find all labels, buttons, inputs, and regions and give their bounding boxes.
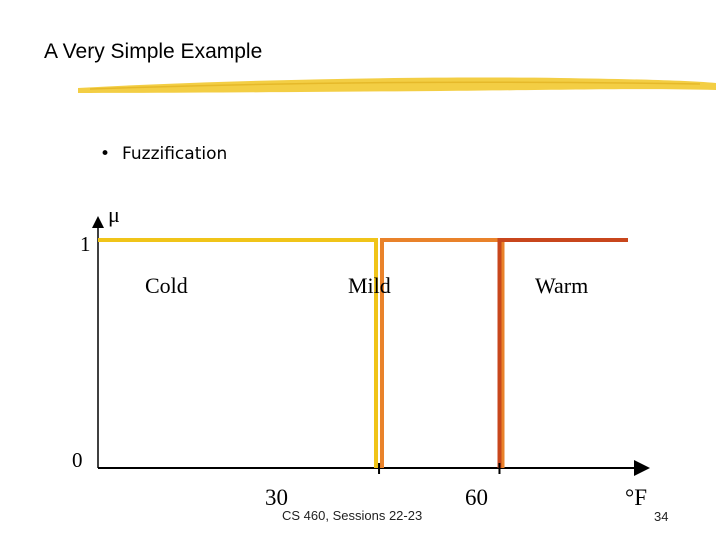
slide-number: 34 — [654, 509, 669, 524]
x-axis-unit-label: °F — [625, 485, 647, 510]
series-label-cold: Cold — [145, 273, 188, 298]
bullet-text: Fuzzification — [122, 144, 228, 164]
series-label-mild: Mild — [348, 273, 391, 298]
slide-title: A Very Simple Example — [44, 40, 263, 63]
x-tick-30: 30 — [265, 485, 288, 510]
series-label-warm: Warm — [535, 273, 589, 298]
y-axis-label: μ — [108, 202, 120, 227]
title-underline-brush — [78, 77, 716, 93]
bullet-item: • Fuzzification — [100, 144, 227, 164]
bullet-dot: • — [100, 144, 111, 164]
footer-text: CS 460, Sessions 22-23 — [282, 508, 423, 523]
series-line-cold — [98, 238, 378, 468]
series-line-mild — [380, 238, 505, 468]
x-tick-60: 60 — [465, 485, 488, 510]
y-tick-one: 1 — [80, 232, 91, 256]
y-tick-zero: 0 — [72, 448, 83, 472]
series-line-warm — [497, 238, 628, 468]
